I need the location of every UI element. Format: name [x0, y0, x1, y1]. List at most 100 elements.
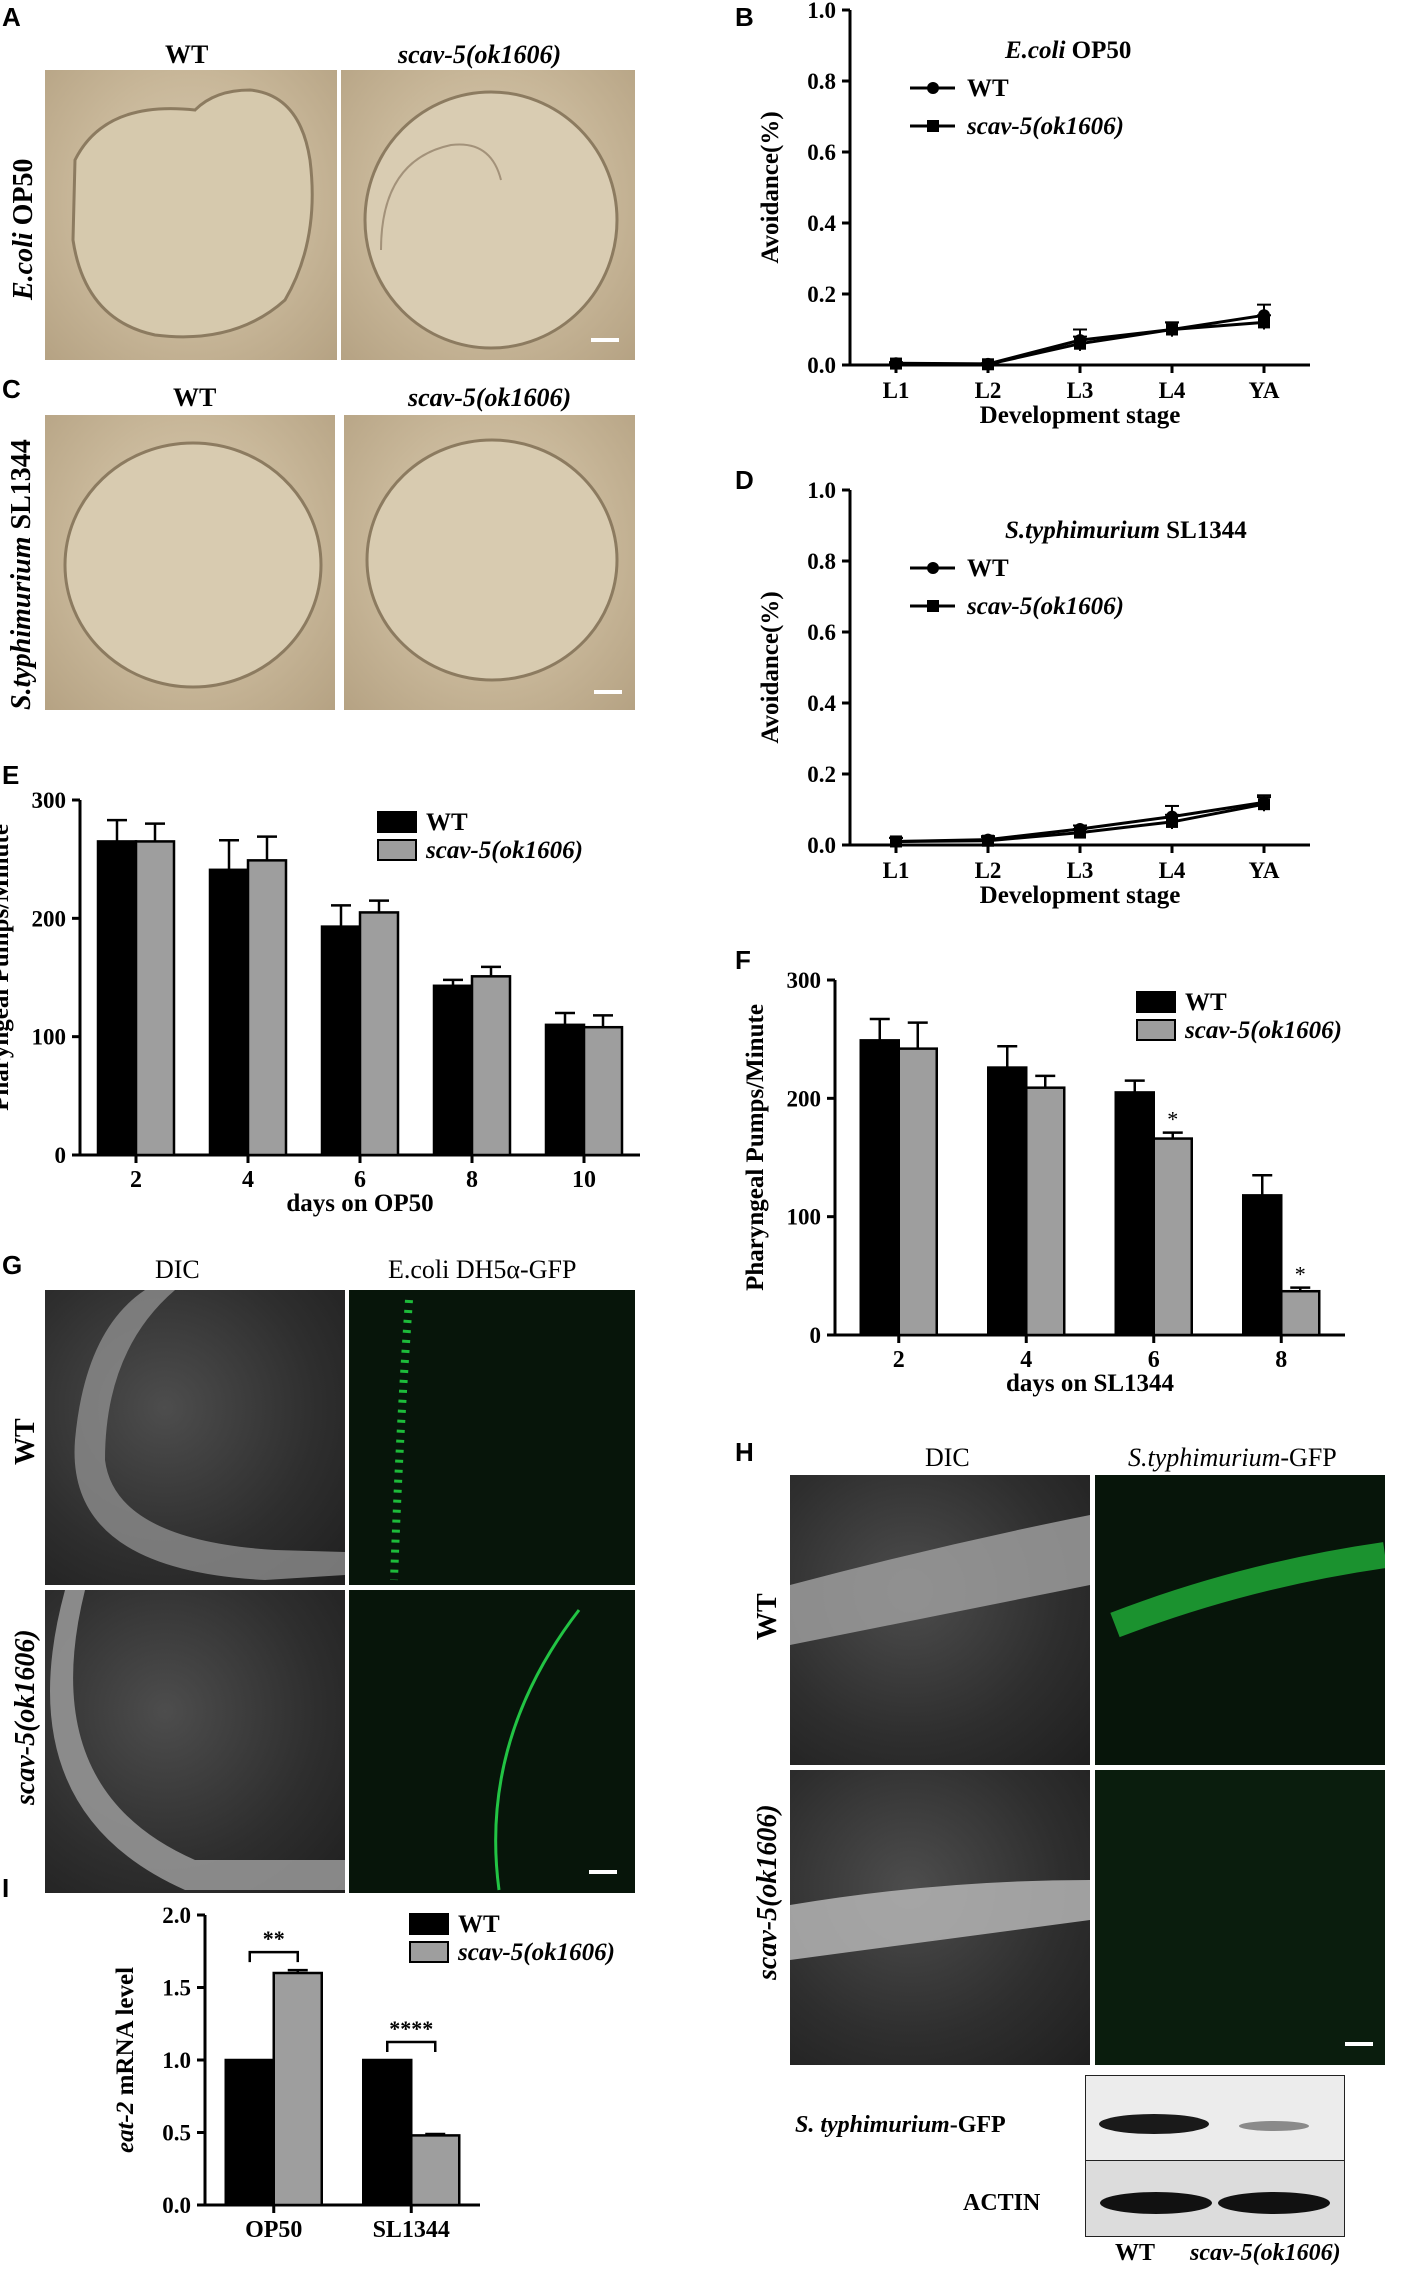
legend-marker [927, 82, 939, 94]
bar-mutant [1280, 1289, 1321, 1337]
bar-wt [1114, 1091, 1155, 1337]
x-tick-label: 8 [1275, 1347, 1287, 1373]
legend-label: WT [1185, 989, 1227, 1016]
panel-h-mutant-dic-image [790, 1770, 1090, 2065]
bar-mutant [246, 859, 288, 1157]
legend-marker [927, 120, 939, 132]
blot-label-gfp: S. typhimurium-GFP [795, 2112, 1006, 2138]
bar-wt [1242, 1194, 1283, 1337]
bar-mutant [1025, 1086, 1066, 1337]
x-tick-label: SL1344 [373, 2217, 450, 2243]
y-tick-label: 2.0 [162, 1903, 191, 1928]
x-tick-label: 8 [466, 1167, 478, 1193]
significance-star: * [1167, 1107, 1178, 1132]
panel-letter-e: E [2, 760, 20, 790]
x-tick-label: L1 [883, 858, 910, 883]
x-tick-label: YA [1248, 858, 1279, 883]
panel-letter-d: D [735, 465, 754, 495]
panel-g-col2-title: E.coli DH5α-GFP [388, 1255, 577, 1284]
panel-g-col1-title: DIC [155, 1255, 200, 1284]
legend-marker [927, 562, 939, 574]
bar-wt [96, 840, 138, 1157]
x-tick-label: L2 [975, 378, 1002, 403]
y-axis-label: Pharyngeal Pumps/Minute [0, 824, 14, 1111]
bar-wt [224, 2058, 275, 2207]
data-point [890, 357, 902, 370]
y-tick-label: 0.6 [807, 620, 836, 645]
legend-swatch [1136, 991, 1176, 1013]
panel-letter-h: H [735, 1437, 754, 1467]
panel-letter-b: B [735, 2, 754, 32]
blot-gfp-image [1085, 2075, 1345, 2162]
x-tick-label: YA [1248, 378, 1279, 403]
bar-wt [432, 984, 474, 1157]
data-point [982, 834, 994, 847]
y-axis-label: Avoidance(%) [757, 591, 784, 743]
x-tick-label: 4 [1020, 1347, 1032, 1373]
panel-h-col1-title: DIC [925, 1443, 970, 1472]
x-tick-label: L4 [1159, 378, 1186, 403]
blot-lane-mutant: scav-5(ok1606) [1190, 2240, 1341, 2266]
panel-g-mutant-dic-image [45, 1590, 345, 1893]
legend-label: WT [426, 809, 468, 836]
data-point [1166, 815, 1178, 828]
legend-swatch [409, 1913, 449, 1935]
x-axis-label: Development stage [980, 402, 1181, 429]
significance-bracket [248, 1950, 299, 1963]
y-tick-label: 0.8 [807, 69, 836, 94]
legend-marker [927, 600, 939, 612]
bar-wt [208, 868, 250, 1157]
panel-a-left-title: WT [165, 40, 209, 69]
y-tick-label: 200 [787, 1086, 822, 1111]
legend-swatch [409, 1941, 449, 1963]
y-tick-label: 0.4 [807, 211, 836, 236]
x-axis-label: days on OP50 [286, 1190, 433, 1217]
panel-letter-f: F [735, 945, 751, 975]
panel-g-wt-dic-image [45, 1290, 345, 1585]
panel-a-wt-plate-image [45, 70, 337, 360]
y-tick-label: 0 [810, 1323, 822, 1348]
bar-mutant [897, 1047, 938, 1337]
x-tick-label: 6 [1148, 1347, 1160, 1373]
significance-stars: **** [389, 2016, 433, 2041]
chart-e-pumps-op50: 0 100 200 300 2 4 6 8 10 days on OP50 Pharyngeal P… [0, 788, 640, 1217]
y-tick-label: 0.6 [807, 140, 836, 165]
chart-d-avoidance-sl1344: 0.0 0.2 0.4 0.6 0.8 1.0 L1 L2 L3 L4 YA Development … [757, 478, 1310, 909]
chart-title: S.typhimurium SL1344 [1005, 517, 1247, 544]
data-point [1258, 798, 1270, 811]
panel-h-mutant-gfp-image [1095, 1770, 1385, 2065]
y-tick-label: 0.5 [162, 2121, 191, 2146]
panel-c-left-title: WT [173, 383, 217, 412]
legend-label: scav-5(ok1606) [425, 837, 583, 864]
y-axis-label: Pharyngeal Pumps/Minute [742, 1004, 769, 1291]
x-tick-label: 2 [893, 1347, 905, 1373]
y-tick-label: 1.0 [807, 478, 836, 503]
y-tick-label: 0.2 [807, 762, 836, 787]
legend-swatch [377, 839, 417, 861]
bar-mutant [1152, 1137, 1193, 1337]
legend-label: WT [967, 555, 1009, 582]
legend-label: scav-5(ok1606) [457, 1939, 615, 1966]
panel-a-mutant-plate-image [341, 70, 635, 360]
panel-h-wt-gfp-image [1095, 1475, 1385, 1765]
data-point [982, 358, 994, 371]
legend-label: scav-5(ok1606) [966, 113, 1124, 140]
x-tick-label: OP50 [245, 2217, 302, 2243]
x-tick-label: L3 [1067, 858, 1094, 883]
bar-mutant [272, 1971, 323, 2207]
bar-mutant [582, 1025, 624, 1157]
y-tick-label: 0 [55, 1143, 67, 1168]
y-tick-label: 300 [32, 788, 67, 813]
y-tick-label: 300 [787, 968, 822, 993]
panel-letter-g: G [2, 1250, 23, 1280]
y-tick-label: 0.0 [807, 833, 836, 858]
significance-stars: ** [263, 1926, 285, 1951]
data-point [1074, 337, 1086, 350]
panel-g-wt-gfp-image [349, 1290, 635, 1585]
blot-label-actin: ACTIN [963, 2190, 1041, 2216]
panel-letter-c: C [2, 374, 21, 404]
bar-mutant [134, 840, 176, 1157]
x-axis-label: Development stage [980, 882, 1181, 909]
x-tick-label: L3 [1067, 378, 1094, 403]
